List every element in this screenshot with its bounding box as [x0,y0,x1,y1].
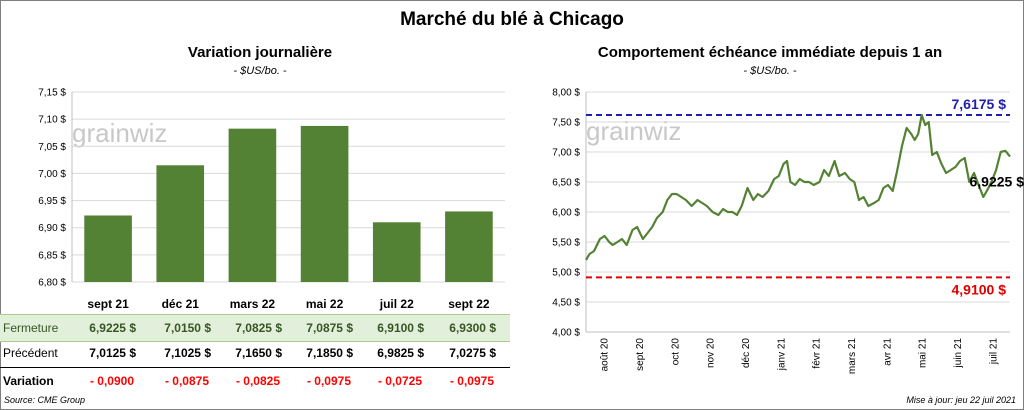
row-label: Variation [3,374,54,388]
y-tick-label: 5,00 $ [552,268,580,279]
left-gridlines [71,91,505,283]
y-tick-label: 4,00 $ [552,328,580,339]
x-tick-label: juil 21 [988,338,999,366]
x-tick-label: janv 21 [776,338,787,372]
table-cell: 6,9300 $ [449,321,496,335]
table-cell: 7,1850 $ [306,346,353,360]
right-y-axis: 4,00 $ 4,50 $ 5,00 $ 5,50 $ 6,00 $ 6,50 $ 7,00… [552,88,580,339]
source-note: Source: CME Group [4,395,86,405]
x-tick-label: sept 20 [635,338,646,371]
y-tick-label: 6,85 $ [38,250,66,261]
y-tick-label: 8,00 $ [552,88,580,99]
table-cell: 6,9100 $ [377,321,424,335]
x-tick-label: avr 21 [882,338,893,366]
watermark-left: grainwiz [72,118,167,148]
y-tick-label: 4,50 $ [552,298,580,309]
table-cell: 7,0275 $ [449,346,496,360]
y-tick-label: 6,00 $ [552,208,580,219]
low-label: 4,9100 $ [952,281,1007,297]
bar [156,165,205,282]
table-cell: - 0,0975 [449,374,494,388]
left-chart-title: Variation journalière [187,44,333,61]
x-tick-label: oct 20 [670,338,681,366]
table-row-variation: Variation - 0,0900 - 0,0875 - 0,0825 - 0… [0,367,510,394]
x-category-label: sept 22 [448,297,490,311]
y-tick-label: 6,90 $ [38,223,66,234]
x-tick-label: juin 21 [953,338,964,369]
bar [228,128,277,282]
x-tick-label: août 20 [600,338,611,372]
table-cell: - 0,0825 [235,374,280,388]
x-category-label: sept 21 [87,297,129,311]
high-label: 7,6175 $ [952,96,1007,112]
table-cell: - 0,0875 [164,374,209,388]
right-chart-title: Comportement échéance immédiate depuis 1… [597,44,943,61]
left-x-axis: sept 21 déc 21 mars 22 mai 22 juil 22 sept 22 [87,297,490,311]
table-cell: - 0,0900 [89,374,134,388]
price-line [585,113,1011,261]
high-low-lines [586,113,1010,279]
table-cell: 6,9225 $ [89,321,136,335]
y-tick-label: 7,50 $ [552,118,580,129]
x-category-label: mars 22 [230,297,276,311]
x-tick-label: févr 21 [812,338,823,369]
left-chart-subtitle: - $US/bo. - [233,65,287,77]
table-cell: 7,0875 $ [306,321,353,335]
bar [300,125,349,282]
y-tick-label: 6,80 $ [38,278,66,289]
y-tick-label: 6,50 $ [552,178,580,189]
table-row-previous: Précédent 7,0125 $ 7,1025 $ 7,1650 $ 7,1… [0,340,510,366]
update-note: Mise à jour: jeu 22 juil 2021 [906,395,1016,405]
row-label: Précédent [3,346,58,360]
table-cell: 7,1025 $ [164,346,211,360]
x-category-label: juil 22 [379,297,414,311]
price-series [585,113,1011,261]
y-tick-label: 6,95 $ [38,196,66,207]
table-cell: 7,0825 $ [235,321,282,335]
x-category-label: mai 22 [306,297,344,311]
last-price-label: 6,9225 $ [970,174,1024,190]
right-x-axis: août 20 sept 20 oct 20 nov 20 déc 20 janv 21 f… [600,338,1000,375]
y-tick-label: 7,10 $ [38,115,66,126]
left-y-axis: 6,80 $ 6,85 $ 6,90 $ 6,95 $ 7,00 $ 7,05 $ 7,10… [38,88,66,289]
bar [84,215,132,282]
bar [445,211,493,282]
table-cell: 7,0125 $ [89,346,136,360]
y-tick-label: 7,05 $ [38,142,66,153]
x-tick-label: mai 21 [918,338,929,368]
right-chart-subtitle: - $US/bo. - [743,65,797,77]
y-tick-label: 7,00 $ [552,148,580,159]
table-cell: - 0,0725 [377,374,422,388]
x-category-label: déc 21 [162,297,200,311]
table-row-close: Fermeture 6,9225 $ 7,0150 $ 7,0825 $ 7,0… [0,314,510,342]
main-title: Marché du blé à Chicago [400,9,624,30]
x-tick-label: nov 20 [706,338,717,368]
front-month-line-chart: grainwiz 4,00 $ 4,50 $ 5,00 $ 5,50 $ 6,00 $ 6… [552,88,1024,375]
row-label: Fermeture [3,321,59,335]
y-tick-label: 7,00 $ [38,169,66,180]
y-tick-label: 7,15 $ [38,88,66,99]
bar [372,222,421,282]
right-gridlines [585,91,1010,333]
table-cell: 6,9825 $ [377,346,424,360]
table-cell: - 0,0975 [306,374,351,388]
left-bars [84,125,493,282]
x-tick-label: déc 20 [741,338,752,368]
daily-variation-bar-chart: grainwiz 6,80 $ 6,85 $ 6,90 $ 6,95 $ 7,00 $ 7… [38,88,505,311]
watermark-right: grainwiz [586,116,681,146]
y-tick-label: 5,50 $ [552,238,580,249]
x-tick-label: mars 21 [847,338,858,375]
table-cell: 7,0150 $ [164,321,211,335]
table-cell: 7,1650 $ [235,346,282,360]
